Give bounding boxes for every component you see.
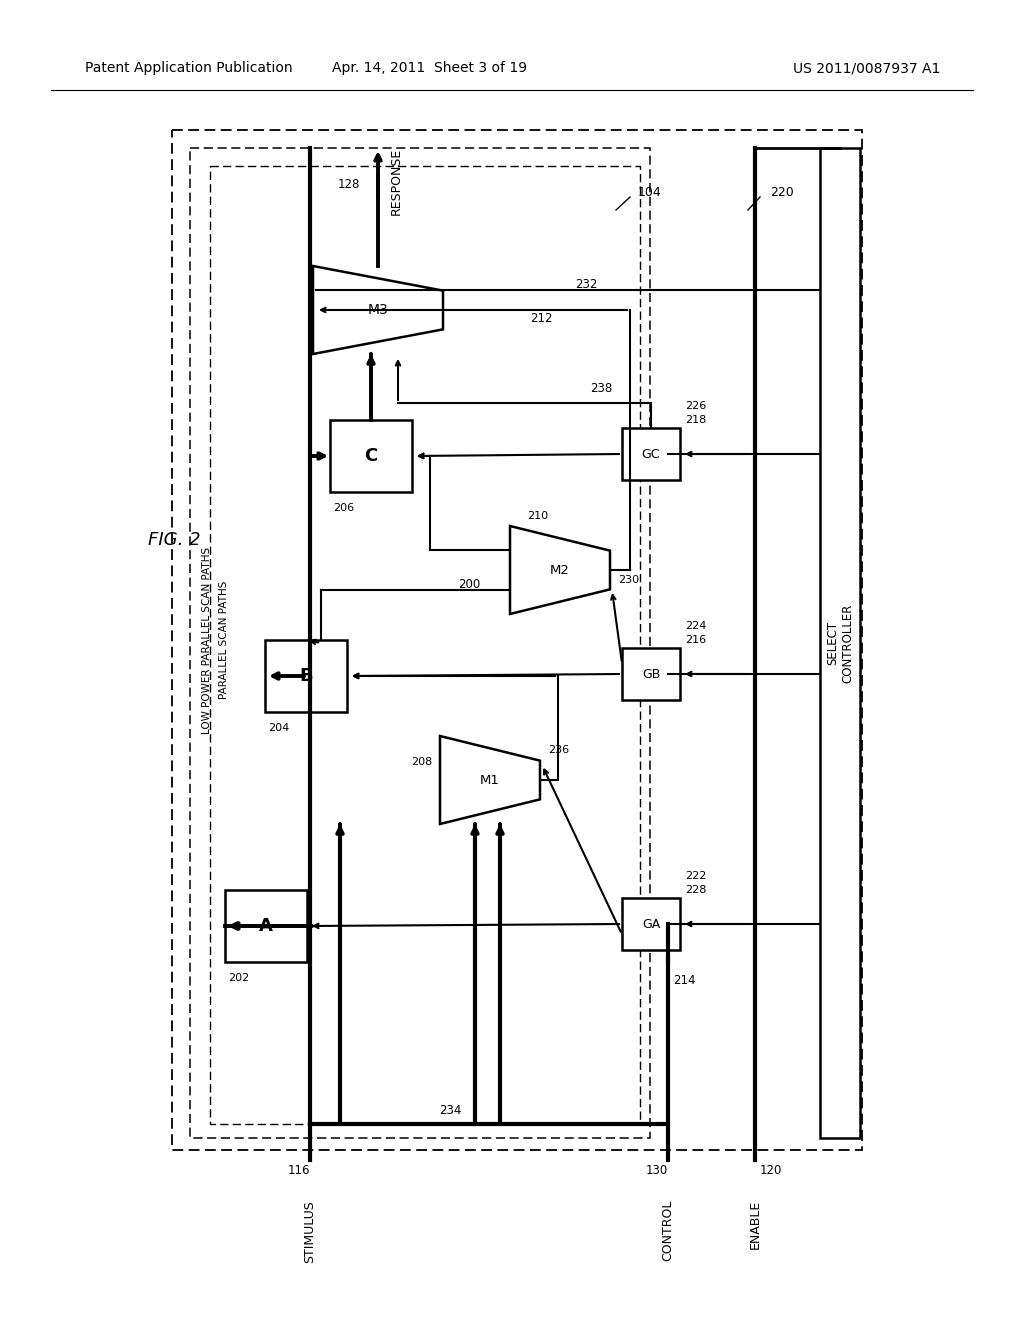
Polygon shape <box>440 737 540 824</box>
Bar <box>330 420 412 492</box>
Text: 232: 232 <box>575 279 597 292</box>
Text: M3: M3 <box>368 304 388 317</box>
Text: GB: GB <box>642 668 660 681</box>
Text: 210: 210 <box>527 511 548 521</box>
Text: M2: M2 <box>550 564 570 577</box>
Polygon shape <box>510 525 610 614</box>
Text: M1: M1 <box>480 774 500 787</box>
Text: 130: 130 <box>646 1163 668 1176</box>
Bar <box>622 898 680 950</box>
Text: ENABLE: ENABLE <box>749 1200 762 1249</box>
Bar <box>265 640 347 711</box>
Text: US 2011/0087937 A1: US 2011/0087937 A1 <box>793 61 940 75</box>
Text: 200: 200 <box>458 578 480 591</box>
Bar <box>172 129 862 1150</box>
Text: Apr. 14, 2011  Sheet 3 of 19: Apr. 14, 2011 Sheet 3 of 19 <box>333 61 527 75</box>
Text: 230: 230 <box>618 576 639 585</box>
Text: 120: 120 <box>760 1163 782 1176</box>
Text: A: A <box>259 917 273 935</box>
Text: 206: 206 <box>333 503 354 513</box>
Text: 104: 104 <box>638 186 662 199</box>
Bar <box>622 428 680 480</box>
Text: B: B <box>299 667 312 685</box>
Text: 220: 220 <box>770 186 794 199</box>
Text: 128: 128 <box>338 178 360 191</box>
Text: SELECT
CONTROLLER: SELECT CONTROLLER <box>826 603 854 682</box>
Text: 228: 228 <box>685 884 707 895</box>
Bar <box>622 648 680 700</box>
Text: 212: 212 <box>530 312 553 325</box>
Text: LOW POWER PARALLEL SCAN PATHS: LOW POWER PARALLEL SCAN PATHS <box>202 546 212 734</box>
Text: RESPONSE: RESPONSE <box>390 148 403 215</box>
Text: 238: 238 <box>590 381 612 395</box>
Bar <box>210 166 640 1125</box>
Text: 222: 222 <box>685 871 707 880</box>
Polygon shape <box>313 267 443 354</box>
Text: STIMULUS: STIMULUS <box>303 1200 316 1263</box>
Text: FIG. 2: FIG. 2 <box>148 531 201 549</box>
Text: 218: 218 <box>685 414 707 425</box>
Text: 116: 116 <box>288 1163 310 1176</box>
Text: GC: GC <box>642 447 660 461</box>
Text: 236: 236 <box>548 744 569 755</box>
Text: 214: 214 <box>673 974 695 986</box>
Text: GA: GA <box>642 917 660 931</box>
Text: 226: 226 <box>685 401 707 411</box>
Text: Patent Application Publication: Patent Application Publication <box>85 61 293 75</box>
Text: 234: 234 <box>439 1104 461 1117</box>
Text: 216: 216 <box>685 635 707 645</box>
Text: 224: 224 <box>685 620 707 631</box>
Text: 204: 204 <box>268 723 289 733</box>
Text: C: C <box>365 447 378 465</box>
Bar <box>190 148 650 1138</box>
Text: 208: 208 <box>411 756 432 767</box>
Bar <box>820 148 860 1138</box>
Text: PARALLEL SCAN PATHS: PARALLEL SCAN PATHS <box>219 581 229 700</box>
Text: CONTROL: CONTROL <box>662 1200 675 1262</box>
Text: 202: 202 <box>228 973 249 983</box>
Bar <box>225 890 307 962</box>
